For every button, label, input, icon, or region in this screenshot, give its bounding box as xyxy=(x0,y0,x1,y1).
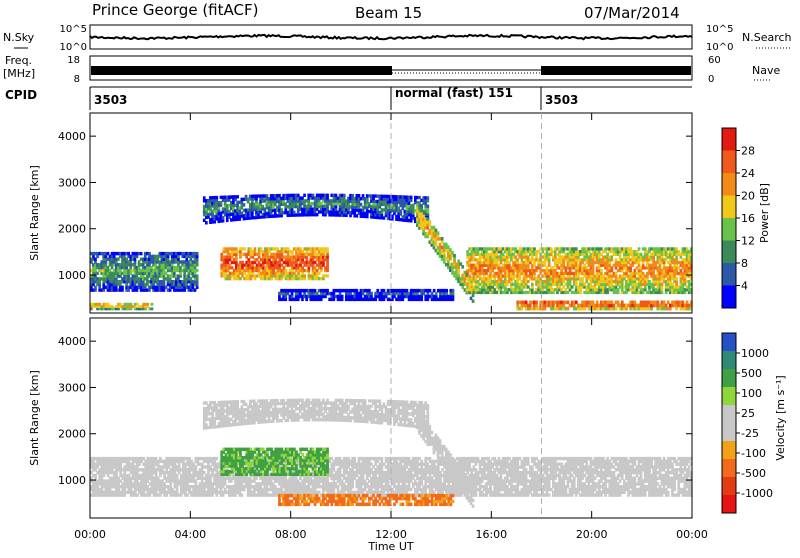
cpid-seg-1: 3503 xyxy=(94,93,127,107)
heatmap-cell xyxy=(445,289,448,293)
nsearch-tick-bottom: 10^0 xyxy=(706,42,733,53)
heatmap-cell xyxy=(151,303,154,306)
heatmap-cell xyxy=(531,283,534,286)
heatmap-cell xyxy=(366,215,369,219)
y-tick-label: 4000 xyxy=(58,130,86,143)
date-title: 07/Mar/2014 xyxy=(584,4,680,22)
heatmap-cell xyxy=(121,286,124,289)
heatmap-cell xyxy=(176,474,179,477)
nsearch-label: N.Search xyxy=(742,31,792,44)
heatmap-cell xyxy=(205,221,208,224)
nsky-tick-top: 10^5 xyxy=(60,24,87,35)
nave-label: Nave xyxy=(752,64,780,77)
heatmap-cell xyxy=(427,196,430,199)
cpid-seg-3: 3503 xyxy=(545,93,578,107)
heatmap-cell xyxy=(675,277,678,280)
heatmap-cell xyxy=(94,474,97,477)
heatmap-cell xyxy=(222,216,225,220)
heatmap-cell xyxy=(441,237,444,241)
heatmap-cell xyxy=(638,247,641,250)
heatmap-cell xyxy=(326,194,329,197)
heatmap-cell xyxy=(427,205,430,208)
y-tick-label: 1000 xyxy=(58,269,86,282)
heatmap-cell xyxy=(151,307,154,310)
heatmap-cell xyxy=(236,195,239,198)
heatmap-cell xyxy=(215,457,218,460)
heatmap-cell xyxy=(303,274,306,277)
heatmap-cell xyxy=(437,231,440,235)
heatmap-cell xyxy=(103,474,106,477)
heatmap-cell xyxy=(196,252,199,255)
beam-title: Beam 15 xyxy=(355,4,422,22)
heatmap-cell xyxy=(428,220,431,224)
heatmap-cell xyxy=(146,303,149,306)
heatmap-cell xyxy=(196,274,199,277)
heatmap-cell xyxy=(326,274,329,277)
heatmap-cell xyxy=(410,196,413,200)
freq-tick-bottom: 8 xyxy=(74,74,80,85)
cpid-label: CPID xyxy=(5,88,37,102)
heatmap-cell xyxy=(326,247,329,250)
nave-tick-bottom: 0 xyxy=(708,74,714,85)
heatmap-cell xyxy=(159,474,162,477)
heatmap-cell xyxy=(303,194,306,197)
freq-bar-right xyxy=(541,66,691,75)
cpid-seg-2: normal (fast) 151 xyxy=(395,86,513,100)
nsearch-tick-top: 10^5 xyxy=(706,24,733,35)
heatmap-cell xyxy=(243,203,246,206)
heatmap-cell xyxy=(461,265,464,269)
freq-unit: [MHz] xyxy=(3,67,35,80)
heatmap-cell xyxy=(343,194,346,197)
y-tick-label: 3000 xyxy=(58,176,86,189)
heatmap-cell xyxy=(140,252,143,255)
heatmap-cell xyxy=(600,269,603,272)
y-tick-label: 2000 xyxy=(58,223,86,236)
heatmap-cell xyxy=(243,247,246,250)
heatmap-cell xyxy=(472,299,475,303)
heatmap-cell xyxy=(420,209,423,213)
heatmap-cell xyxy=(203,471,206,474)
heatmap-cell xyxy=(535,301,538,305)
heatmap-cell xyxy=(362,194,365,198)
freq-bar-left xyxy=(91,66,392,75)
freq-label: Freq. xyxy=(5,54,32,67)
station-title: Prince George (fitACF) xyxy=(92,1,258,19)
heatmap-cell xyxy=(453,254,456,258)
power-ylabel: Slant Range [km] xyxy=(28,165,41,261)
heatmap-cell xyxy=(341,295,344,299)
heatmap-cell xyxy=(215,196,218,199)
heatmap-cell xyxy=(399,212,402,215)
nsky-label: N.Sky xyxy=(3,31,35,44)
freq-tick-top: 18 xyxy=(67,55,80,66)
heatmap-cell xyxy=(360,203,363,207)
nsky-tick-bottom: 10^0 xyxy=(60,42,87,53)
heatmap-cell xyxy=(196,269,199,272)
heatmap-cell xyxy=(358,194,361,198)
heatmap-cell xyxy=(452,289,455,293)
nave-tick-top: 60 xyxy=(708,55,721,66)
nsky-trace xyxy=(90,35,692,39)
power-heatmap xyxy=(90,194,693,311)
heatmap-cell xyxy=(370,292,373,296)
heatmap-cell xyxy=(254,247,257,250)
